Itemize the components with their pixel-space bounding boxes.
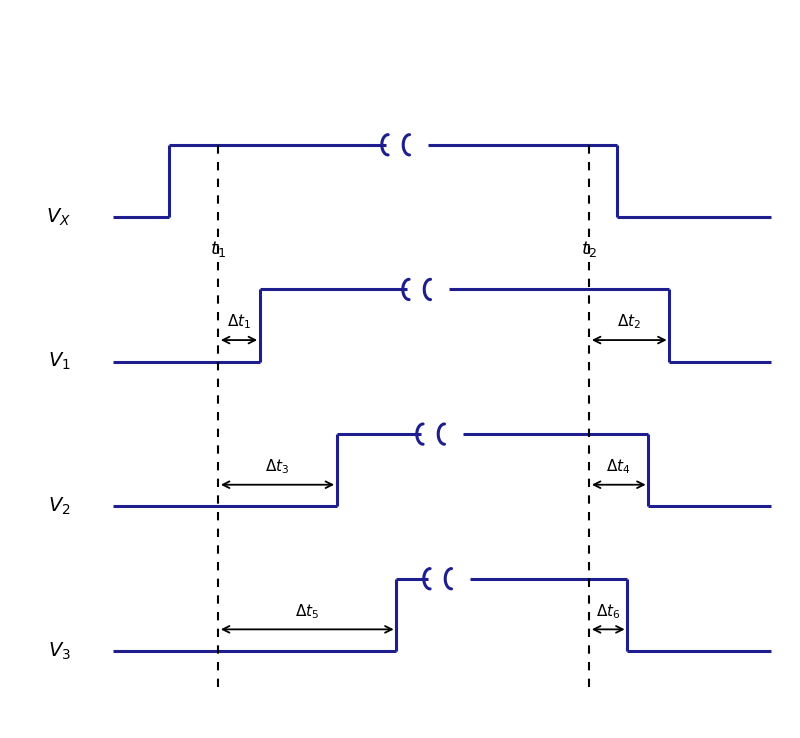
Text: $V_X$: $V_X$ [46, 207, 71, 228]
Text: $V_2$: $V_2$ [49, 496, 71, 517]
Text: $\Delta t_3$: $\Delta t_3$ [266, 458, 290, 476]
Text: $V_3$: $V_3$ [48, 641, 71, 662]
Text: $\Delta t_5$: $\Delta t_5$ [295, 602, 319, 621]
Text: $\Delta t_4$: $\Delta t_4$ [606, 458, 631, 476]
Text: $\Delta t_6$: $\Delta t_6$ [596, 602, 621, 621]
Text: $\Delta t_1$: $\Delta t_1$ [227, 313, 251, 331]
Text: $t_2$: $t_2$ [581, 239, 597, 259]
Text: $\Delta t_2$: $\Delta t_2$ [618, 313, 642, 331]
Text: $V_1$: $V_1$ [48, 351, 71, 373]
Text: $t_1$: $t_1$ [210, 239, 226, 259]
